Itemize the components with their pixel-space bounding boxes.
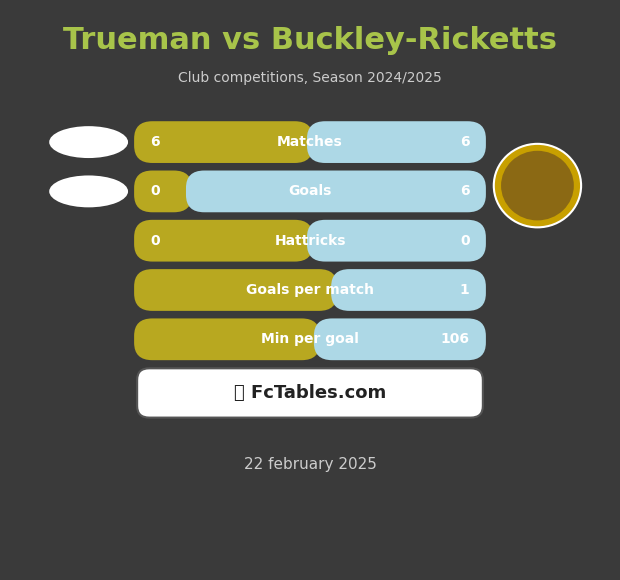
FancyBboxPatch shape bbox=[186, 171, 486, 212]
FancyBboxPatch shape bbox=[134, 269, 337, 311]
FancyBboxPatch shape bbox=[134, 171, 192, 212]
FancyBboxPatch shape bbox=[134, 220, 313, 262]
Text: 0: 0 bbox=[151, 184, 160, 198]
Text: 106: 106 bbox=[440, 332, 469, 346]
Text: Club competitions, Season 2024/2025: Club competitions, Season 2024/2025 bbox=[178, 71, 442, 85]
Text: ⬛ FcTables.com: ⬛ FcTables.com bbox=[234, 384, 386, 402]
Text: Hattricks: Hattricks bbox=[274, 234, 346, 248]
Text: 0: 0 bbox=[460, 234, 469, 248]
FancyBboxPatch shape bbox=[307, 121, 486, 163]
Text: Trueman vs Buckley-Ricketts: Trueman vs Buckley-Ricketts bbox=[63, 26, 557, 55]
Text: Matches: Matches bbox=[277, 135, 343, 149]
FancyBboxPatch shape bbox=[134, 318, 320, 360]
Text: 22 february 2025: 22 february 2025 bbox=[244, 456, 376, 472]
FancyBboxPatch shape bbox=[307, 220, 486, 262]
Circle shape bbox=[501, 151, 574, 220]
FancyBboxPatch shape bbox=[134, 121, 313, 163]
FancyBboxPatch shape bbox=[137, 368, 483, 418]
Ellipse shape bbox=[49, 175, 128, 207]
Text: 6: 6 bbox=[460, 135, 469, 149]
Text: 1: 1 bbox=[460, 283, 469, 297]
Circle shape bbox=[494, 144, 581, 227]
FancyBboxPatch shape bbox=[314, 318, 486, 360]
Text: 6: 6 bbox=[460, 184, 469, 198]
Text: Min per goal: Min per goal bbox=[261, 332, 359, 346]
Text: 6: 6 bbox=[151, 135, 160, 149]
Ellipse shape bbox=[49, 126, 128, 158]
Text: Goals: Goals bbox=[288, 184, 332, 198]
Text: 0: 0 bbox=[151, 234, 160, 248]
FancyBboxPatch shape bbox=[331, 269, 486, 311]
Text: Goals per match: Goals per match bbox=[246, 283, 374, 297]
